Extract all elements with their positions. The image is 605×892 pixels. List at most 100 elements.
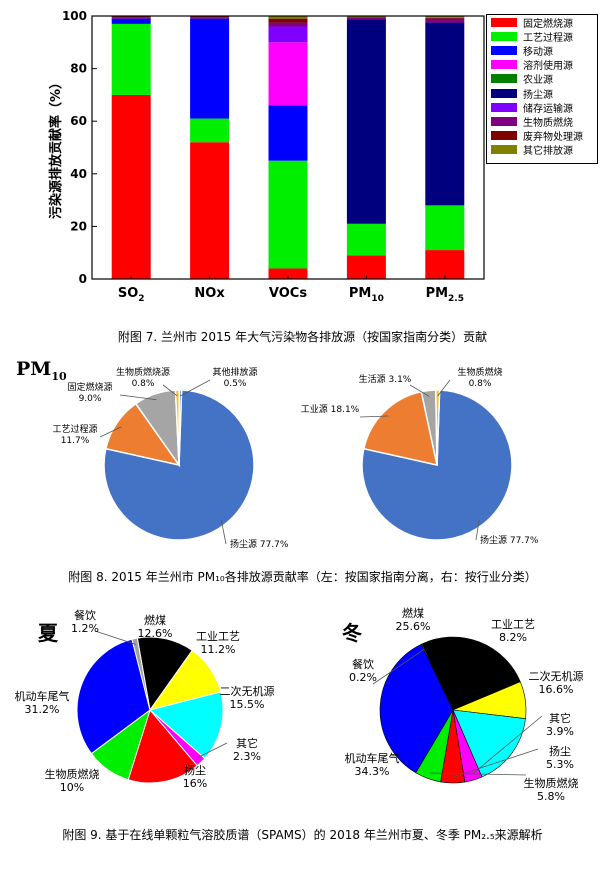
bar-group <box>111 16 465 280</box>
bar-segment <box>346 255 386 279</box>
pie-slice <box>178 389 183 466</box>
legend-item: 农业源 <box>487 72 597 86</box>
y-tick-label: 60 <box>70 114 87 128</box>
figure8-panel-title: PM10 <box>16 358 67 383</box>
legend-swatch <box>491 145 517 155</box>
legend-item: 移动源 <box>487 43 597 58</box>
pie-label: 机动车尾气 31.2% <box>15 689 70 716</box>
leader-line <box>99 426 122 438</box>
pie-label: 燃煤 12.6% <box>138 613 173 640</box>
bar-segment <box>111 18 151 24</box>
pie-slice <box>136 636 193 712</box>
bar-segment <box>190 142 230 279</box>
bar-segment <box>111 17 151 19</box>
leader-line <box>409 384 430 397</box>
leader-line <box>119 394 157 401</box>
pie-label: 二次无机源 16.6% <box>529 669 584 696</box>
bar-segment <box>111 16 151 18</box>
leader-line <box>429 772 527 776</box>
legend-swatch <box>491 45 517 55</box>
pie-label: 燃煤 25.6% <box>396 606 431 633</box>
pie: 扬尘源 77.7% 工业源 18.1% 生活源 3.1% 生物质燃烧 0.8% <box>301 366 539 546</box>
pie-label: 固定燃烧源 9.0% <box>67 381 112 404</box>
bar-segment <box>268 22 308 27</box>
legend-label: 工艺过程源 <box>523 32 573 44</box>
season-label-summer: 夏 <box>38 621 59 645</box>
legend-label: 溶剂使用源 <box>523 61 573 73</box>
pie-slice <box>362 390 438 466</box>
legend-label: 废弃物处理源 <box>523 132 583 144</box>
legend-swatch <box>491 131 517 141</box>
bar-segment <box>190 17 230 19</box>
leader-line <box>475 519 480 541</box>
legend-swatch <box>491 102 517 112</box>
pie-label: 扬尘源 77.7% <box>230 538 289 550</box>
legend-item: 其它排放源 <box>487 143 597 157</box>
pie-slice <box>76 638 151 755</box>
y-tick-label: 80 <box>70 62 87 76</box>
pie: 扬尘源 77.7% 工艺过程源 11.7% 固定燃烧源 9.0%生物质燃烧源 0.8% 其他… <box>52 366 288 550</box>
legend-label: 生物质燃烧 <box>523 117 573 129</box>
legend-swatch <box>491 74 517 84</box>
figure9-caption: 附图 9. 基于在线单颗粒气溶胶质谱（SPAMS）的 2018 年兰州市夏、冬季… <box>62 828 543 842</box>
legend-label: 扬尘源 <box>523 89 553 101</box>
y-tick-label: 40 <box>70 167 87 181</box>
bar-segment <box>268 268 308 279</box>
pie-label: 扬尘 16% <box>183 763 207 790</box>
figure7-legend: 固定燃烧源工艺过程源移动源溶剂使用源 农业源扬尘源 储存运输源生物质燃烧废弃物处理源… <box>486 14 598 164</box>
pie-slice <box>452 709 526 778</box>
legend-label: 其它排放源 <box>523 146 573 158</box>
bar-segment <box>346 223 386 256</box>
bar-segment <box>190 16 230 18</box>
legend-item: 固定燃烧源 <box>487 15 597 30</box>
legend-swatch <box>491 17 517 27</box>
bar-segment <box>268 105 308 161</box>
legend-item: 废弃物处理源 <box>487 129 597 143</box>
bar-segment <box>268 26 308 43</box>
leader-line <box>437 379 451 397</box>
bar-segment <box>346 19 386 224</box>
pie-label: 工艺过程源 11.7% <box>52 423 97 446</box>
leader-line <box>94 630 136 645</box>
legend-item: 储存运输源 <box>487 100 597 115</box>
legend-label: 移动源 <box>523 46 553 58</box>
bar-segment <box>425 16 465 18</box>
pie-label: 工业工艺 8.2% <box>491 618 535 644</box>
figure7-bar-chart: SO2 NOx VOCs PM10 PM2.5 0 20 40 60 80 100 污染源排放贡献率（… <box>48 9 485 304</box>
x-tick-label: PM10 <box>349 286 384 304</box>
legend-label: 固定燃烧源 <box>523 18 573 30</box>
bar-segment <box>268 160 308 269</box>
leader-line <box>372 648 425 685</box>
legend-swatch <box>491 60 517 70</box>
bar-segment <box>425 18 465 23</box>
pie-label: 生物质燃烧源 0.8% <box>116 366 170 389</box>
pie-label: 餐饮 1.2% <box>71 608 99 635</box>
pie-label: 扬尘源 77.7% <box>480 534 539 546</box>
bar-segment <box>268 42 308 106</box>
pie-slice <box>435 389 441 466</box>
pie-label: 生物质燃烧 5.8% <box>524 776 579 803</box>
pie-label: 工业源 18.1% <box>301 404 360 415</box>
y-axis-label: 污染源排放贡献率（%） <box>48 76 64 219</box>
figure8-pie-charts: 扬尘源 77.7% 工艺过程源 11.7% 固定燃烧源 9.0%生物质燃烧源 0.8% 其他… <box>52 366 539 550</box>
legend-swatch <box>491 116 517 126</box>
pie-label: 其它 3.9% <box>546 711 574 738</box>
bar-segment <box>111 94 151 280</box>
pie-slice <box>127 708 198 784</box>
bar-segment <box>268 18 308 23</box>
pie-slice <box>420 643 454 711</box>
pie: 燃煤 25.6% 工业工艺 8.2% 二次无机源 16.6% 其它 3.9% 扬尘 5.3% 生物质… <box>345 606 584 803</box>
legend-item: 溶剂使用源 <box>487 58 597 72</box>
y-tick-label: 20 <box>70 219 87 233</box>
pie-label: 机动车尾气 34.3% <box>345 751 400 778</box>
leader-line <box>359 415 389 418</box>
figure8-caption: 附图 8. 2015 年兰州市 PM₁₀各排放源贡献率（左：按国家指南分离，右：… <box>68 570 537 584</box>
x-tick-label: VOCs <box>269 286 307 301</box>
legend-item: 生物质燃烧 <box>487 114 597 129</box>
bar-segment <box>425 205 465 251</box>
figure9-pie-charts: 夏 冬 燃煤 12.6% 工业工艺 11.2% 二次无机源 15.5% 其它 2.3% 扬尘 16% 生… <box>15 606 584 803</box>
legend-swatch <box>491 31 517 41</box>
pie-label: 其它 2.3% <box>233 736 261 763</box>
legend-swatch <box>491 88 517 98</box>
bar-segment <box>190 118 230 143</box>
